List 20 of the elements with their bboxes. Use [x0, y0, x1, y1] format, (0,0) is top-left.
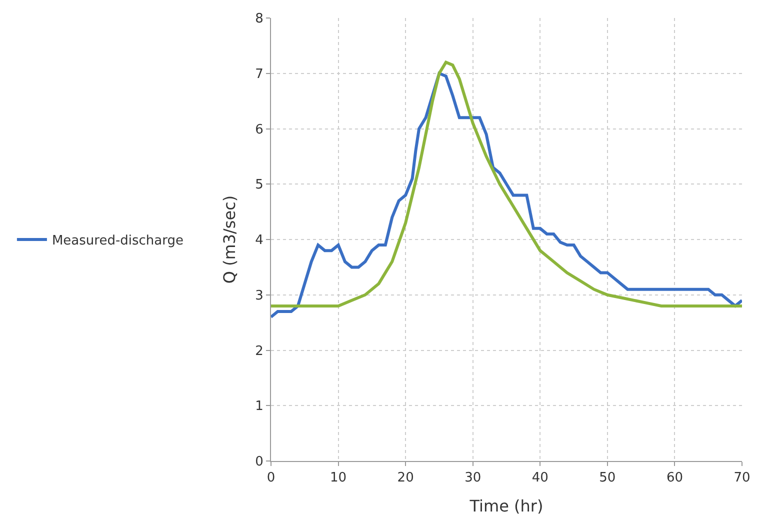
x-tick-label: 0 [266, 470, 276, 486]
x-tick-label: 40 [532, 470, 548, 486]
y-tick-label: 7 [255, 66, 264, 82]
y-tick-label: 2 [255, 344, 264, 359]
x-tick-label: 10 [330, 470, 347, 486]
y-tick-label: 4 [255, 233, 264, 248]
y-tick-label: 6 [255, 122, 264, 138]
x-axis-title: Time (hr) [468, 496, 544, 516]
x-tick-label: 70 [734, 470, 750, 486]
y-tick-label: 1 [255, 399, 264, 414]
y-axis-title: Q (m3/sec) [220, 195, 240, 284]
x-tick-label: 30 [464, 470, 482, 486]
x-tick-label: 50 [599, 470, 616, 486]
y-tick-label: 5 [255, 178, 264, 193]
x-tick-label: 20 [397, 470, 414, 486]
legend-label: Measured-discharge [52, 234, 184, 249]
x-tick-label: 60 [666, 470, 683, 486]
y-tick-label: 0 [255, 454, 264, 470]
y-tick-label: 8 [255, 12, 264, 27]
y-tick-label: 3 [255, 288, 264, 304]
